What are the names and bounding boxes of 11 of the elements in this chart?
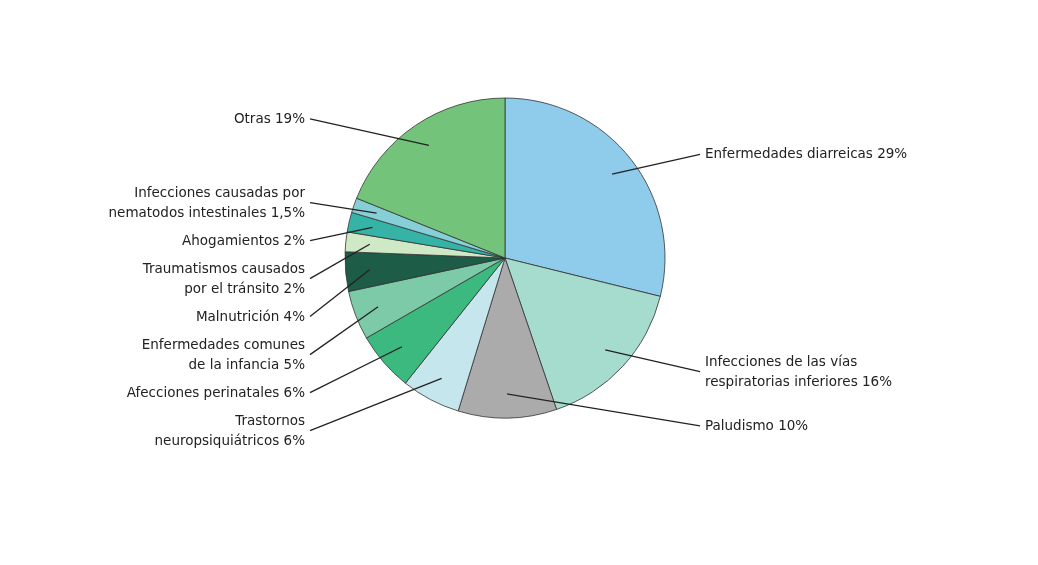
slice-label: Infecciones causadas por nematodos intestinales 1,5% xyxy=(108,183,306,220)
slice-label: Malnutrición 4% xyxy=(195,307,306,324)
slice-label: Paludismo 10% xyxy=(705,416,809,433)
slice-label: Afecciones perinatales 6% xyxy=(126,383,306,400)
slice-label: Otras 19% xyxy=(233,109,306,126)
slice-label: Infecciones de las vías respiratorias inferiores 16% xyxy=(705,352,893,389)
slice-label: Enfermedades diarreicas 29% xyxy=(705,145,908,162)
slice-label: Enfermedades comunes de la infancia 5% xyxy=(141,335,306,372)
slice-label: Trastornos neuropsiquiátricos 6% xyxy=(154,411,306,448)
slice-label: Traumatismos causados por el tránsito 2% xyxy=(141,259,306,296)
slice-label: Ahogamientos 2% xyxy=(182,231,306,248)
